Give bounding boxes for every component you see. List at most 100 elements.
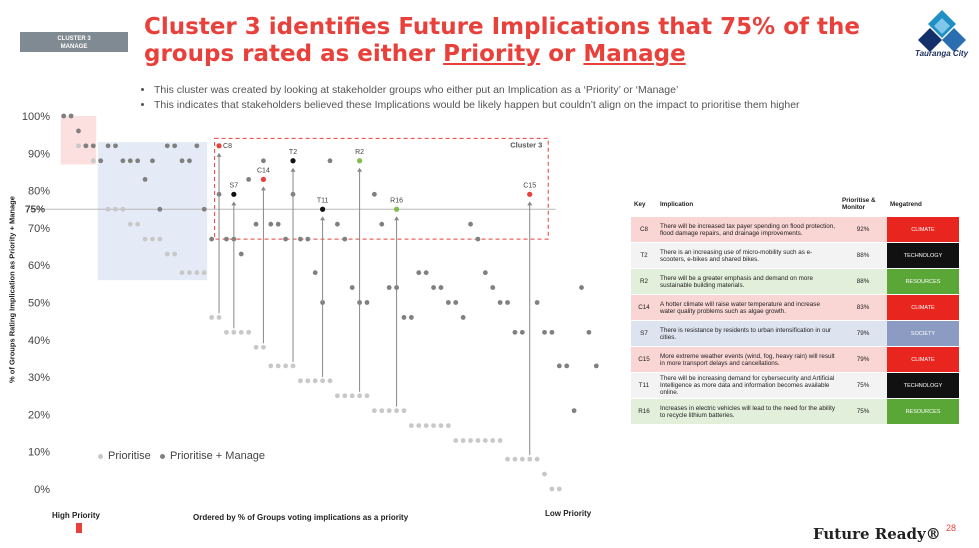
manage-point bbox=[312, 270, 318, 276]
manage-point bbox=[68, 113, 74, 119]
prioritise-point bbox=[224, 329, 229, 335]
row-key: R2 bbox=[631, 268, 657, 295]
manage-point bbox=[482, 270, 488, 276]
row-key: C8 bbox=[631, 216, 657, 243]
row-implication: There will be increased tax payer spendi… bbox=[657, 216, 839, 243]
prioritise-point bbox=[438, 423, 444, 428]
manage-point bbox=[120, 158, 126, 164]
table-row: C8 There will be increased tax payer spen… bbox=[631, 216, 959, 243]
table-row: S7 There is resistance by residents to ur… bbox=[631, 320, 959, 347]
prioritise-point bbox=[408, 423, 414, 428]
row-key: R16 bbox=[631, 398, 657, 424]
highlight-point bbox=[231, 191, 237, 197]
manage-point bbox=[142, 177, 148, 182]
manage-point bbox=[76, 128, 81, 134]
legend-prioritise: Prioritise bbox=[108, 450, 151, 462]
y-tick-label: 70% bbox=[28, 223, 50, 235]
prioritise-point bbox=[556, 486, 562, 492]
prioritise-point bbox=[490, 438, 496, 443]
prioritise-point bbox=[298, 378, 303, 384]
manage-point bbox=[423, 270, 429, 276]
row-implication: More extreme weather events (wind, fog, … bbox=[657, 346, 839, 373]
prioritise-point bbox=[238, 329, 244, 335]
manage-point bbox=[172, 143, 178, 149]
table-row: R16 Increases in electric vehicles will l… bbox=[631, 398, 959, 424]
row-megatrend: SOCIETY bbox=[887, 320, 959, 347]
prioritise-point bbox=[113, 206, 118, 212]
prioritise-point bbox=[349, 393, 355, 399]
row-implication: Increases in electric vehicles will lead… bbox=[657, 398, 839, 424]
manage-point bbox=[364, 300, 370, 305]
row-percent: 79% bbox=[839, 320, 887, 347]
row-implication: A hotter climate will raise water temper… bbox=[657, 294, 839, 321]
prioritise-point bbox=[268, 363, 274, 369]
manage-point bbox=[342, 236, 348, 242]
prioritise-point bbox=[290, 363, 296, 369]
prioritise-point bbox=[305, 378, 311, 384]
manage-point bbox=[534, 300, 540, 305]
arrow-head bbox=[357, 167, 363, 172]
threshold-label: 75% bbox=[25, 204, 45, 215]
prioritise-point bbox=[512, 456, 518, 462]
highlight-label: T2 bbox=[289, 149, 297, 156]
prioritise-point bbox=[371, 408, 377, 414]
x-axis-label: Ordered by % of Groups voting implicatio… bbox=[193, 513, 409, 522]
highlight-label: C14 bbox=[257, 167, 270, 174]
row-key: T11 bbox=[631, 372, 657, 399]
arrow-head bbox=[231, 201, 237, 206]
manage-point bbox=[298, 236, 303, 242]
prioritise-point bbox=[187, 270, 192, 276]
header-implication: Implication bbox=[660, 200, 694, 208]
manage-point bbox=[150, 158, 155, 164]
manage-point bbox=[157, 206, 163, 212]
title-part1: Cluster 3 identifies Future Implications… bbox=[144, 14, 860, 67]
highlight-label: S7 bbox=[230, 182, 239, 189]
manage-point bbox=[468, 221, 473, 227]
highlight-point bbox=[320, 206, 326, 212]
y-tick-label: 30% bbox=[28, 372, 50, 384]
manage-point bbox=[135, 158, 141, 164]
cluster-tag-line1: CLUSTER 3 bbox=[57, 36, 91, 42]
y-tick-label: 90% bbox=[28, 148, 50, 160]
manage-point bbox=[445, 300, 451, 305]
row-megatrend: RESOURCES bbox=[887, 398, 959, 424]
prioritise-point bbox=[127, 221, 133, 227]
prioritise-point bbox=[394, 408, 399, 414]
implications-table: Key Implication Prioritise & Monitor Meg… bbox=[631, 192, 959, 424]
table-header-row: Key Implication Prioritise & Monitor Meg… bbox=[631, 192, 959, 217]
prioritise-point bbox=[135, 221, 141, 227]
high-priority-region bbox=[60, 116, 97, 165]
title-priority: Priority bbox=[443, 41, 541, 67]
manage-point bbox=[460, 315, 466, 320]
highlight-point bbox=[527, 191, 533, 197]
y-tick-label: 80% bbox=[28, 186, 50, 198]
table-row: R2 There will be a greater emphasis and d… bbox=[631, 268, 959, 295]
highlight-label: T11 bbox=[317, 197, 329, 204]
highlight-label: R2 bbox=[355, 149, 364, 156]
highlight-point bbox=[290, 158, 296, 164]
manage-point bbox=[579, 285, 584, 290]
manage-point bbox=[164, 143, 170, 149]
manage-point bbox=[542, 329, 547, 335]
legend-manage-swatch bbox=[159, 453, 165, 459]
manage-point bbox=[371, 191, 377, 197]
manage-point bbox=[334, 221, 340, 227]
tauranga-logo-icon bbox=[918, 10, 966, 52]
manage-point bbox=[224, 236, 229, 242]
row-implication: There will be a greater emphasis and dem… bbox=[657, 268, 839, 295]
manage-point bbox=[593, 363, 599, 369]
row-key: T2 bbox=[631, 242, 657, 269]
prioritise-point bbox=[320, 378, 326, 384]
prioritise-point bbox=[120, 206, 126, 212]
manage-point bbox=[571, 408, 577, 414]
title-manage: Manage bbox=[583, 41, 686, 67]
x-axis-left-label: High Priority bbox=[52, 511, 101, 520]
prioritise-point bbox=[275, 363, 281, 369]
prioritise-point bbox=[142, 236, 148, 242]
row-implication: There will be increasing demand for cybe… bbox=[657, 372, 839, 399]
title-or: or bbox=[540, 41, 584, 67]
manage-point bbox=[349, 285, 355, 290]
cluster-tag-line2: MANAGE bbox=[60, 44, 88, 50]
arrow-head bbox=[527, 201, 533, 206]
manage-point bbox=[475, 236, 481, 242]
